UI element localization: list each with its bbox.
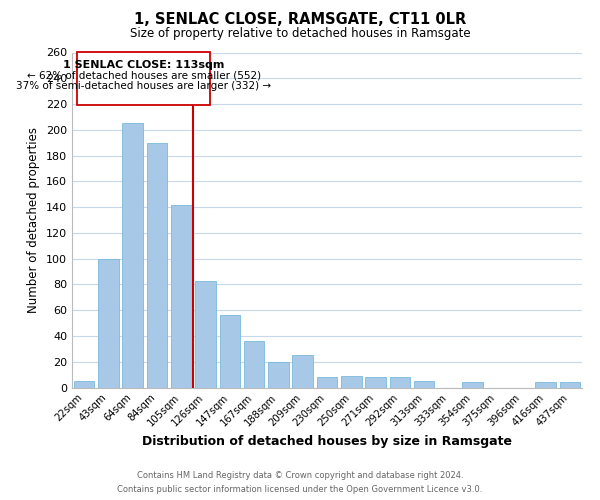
Text: 1 SENLAC CLOSE: 113sqm: 1 SENLAC CLOSE: 113sqm — [63, 60, 224, 70]
Bar — [195, 280, 216, 388]
Text: 37% of semi-detached houses are larger (332) →: 37% of semi-detached houses are larger (… — [16, 81, 271, 91]
Bar — [414, 381, 434, 388]
Bar — [268, 362, 289, 388]
Bar — [171, 204, 191, 388]
Bar — [317, 377, 337, 388]
Bar — [146, 142, 167, 388]
Bar — [77, 52, 211, 106]
Bar — [220, 316, 240, 388]
Text: ← 62% of detached houses are smaller (552): ← 62% of detached houses are smaller (55… — [26, 70, 261, 81]
Bar — [389, 377, 410, 388]
Y-axis label: Number of detached properties: Number of detached properties — [28, 127, 40, 313]
Text: Size of property relative to detached houses in Ramsgate: Size of property relative to detached ho… — [130, 28, 470, 40]
Bar — [244, 341, 265, 388]
Bar — [74, 381, 94, 388]
X-axis label: Distribution of detached houses by size in Ramsgate: Distribution of detached houses by size … — [142, 435, 512, 448]
Bar — [535, 382, 556, 388]
Bar — [341, 376, 362, 388]
Text: Contains HM Land Registry data © Crown copyright and database right 2024.
Contai: Contains HM Land Registry data © Crown c… — [118, 472, 482, 494]
Bar — [292, 356, 313, 388]
Bar — [122, 124, 143, 388]
Bar — [98, 258, 119, 388]
Bar — [560, 382, 580, 388]
Text: 1, SENLAC CLOSE, RAMSGATE, CT11 0LR: 1, SENLAC CLOSE, RAMSGATE, CT11 0LR — [134, 12, 466, 28]
Bar — [463, 382, 483, 388]
Bar — [365, 377, 386, 388]
